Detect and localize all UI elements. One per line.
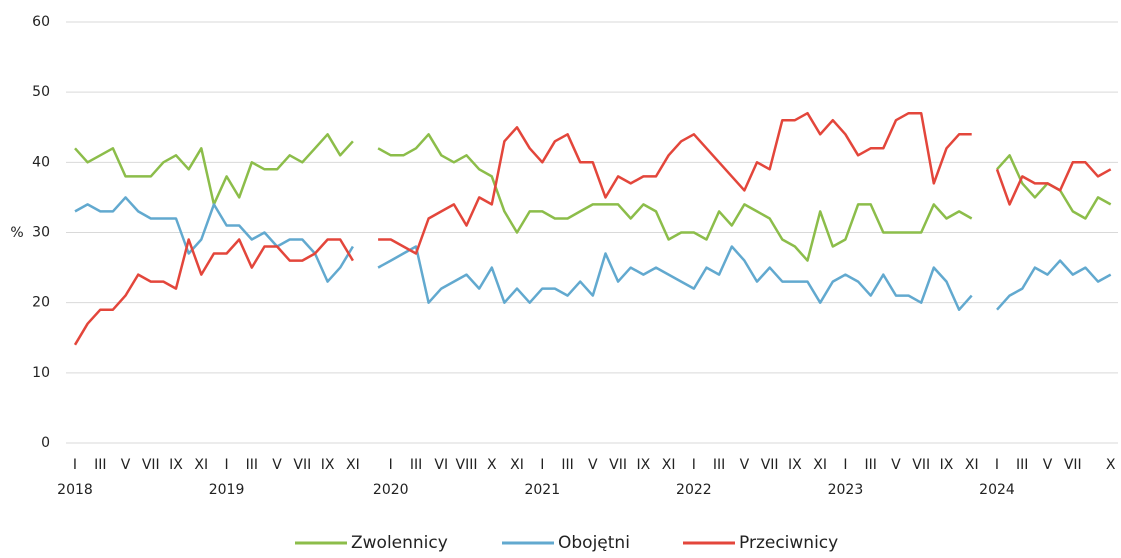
x-tick-label: XI (813, 457, 827, 473)
x-tick-label: IX (321, 457, 335, 473)
x-tick-label: V (891, 457, 901, 473)
x-tick-label: I (995, 457, 999, 473)
x-tick-label: I (224, 457, 228, 473)
x-tick-label: XI (346, 457, 360, 473)
x-tick-label: X (487, 457, 497, 473)
x-tick-label: XI (662, 457, 676, 473)
x-tick-label: VII (761, 457, 779, 473)
y-tick-label: 30 (32, 225, 50, 241)
x-year-label: 2024 (979, 482, 1015, 498)
x-tick-label: X (1106, 457, 1116, 473)
x-tick-label: III (1016, 457, 1028, 473)
x-tick-label: III (713, 457, 725, 473)
legend-label: Obojętni (558, 533, 630, 553)
x-tick-label: III (561, 457, 573, 473)
x-year-label: 2023 (828, 482, 864, 498)
y-tick-label: 10 (32, 365, 50, 381)
x-tick-label: VII (609, 457, 627, 473)
x-year-label: 2020 (373, 482, 409, 498)
x-tick-label: V (272, 457, 282, 473)
x-tick-label: I (843, 457, 847, 473)
x-tick-label: V (121, 457, 131, 473)
x-tick-label: I (389, 457, 393, 473)
x-tick-label: III (410, 457, 422, 473)
x-tick-label: III (94, 457, 106, 473)
y-tick-label: 0 (41, 435, 50, 451)
x-tick-label: VIII (456, 457, 478, 473)
series-line (74, 196, 1112, 311)
x-tick-label: VII (293, 457, 311, 473)
x-tick-label: VII (912, 457, 930, 473)
x-tick-label: I (73, 457, 77, 473)
series-line (73, 111, 1112, 346)
x-tick-label: XI (965, 457, 979, 473)
x-tick-label: VII (1064, 457, 1082, 473)
y-tick-label: 50 (32, 84, 50, 100)
x-tick-label: V (588, 457, 598, 473)
x-tick-label: IX (169, 457, 183, 473)
x-year-label: 2022 (676, 482, 712, 498)
x-tick-label: V (740, 457, 750, 473)
y-tick-label: 40 (32, 154, 50, 170)
legend-label: Zwolennicy (351, 533, 448, 553)
series-line (74, 133, 1112, 262)
x-year-label: 2019 (209, 482, 245, 498)
x-year-label: 2018 (57, 482, 93, 498)
x-tick-label: V (1043, 457, 1053, 473)
x-tick-label: IX (788, 457, 802, 473)
x-tick-label: III (246, 457, 258, 473)
x-tick-label: VI (434, 457, 448, 473)
x-tick-label: III (864, 457, 876, 473)
x-tick-label: XI (510, 457, 524, 473)
x-year-label: 2021 (524, 482, 560, 498)
legend-label: Przeciwnicy (739, 533, 838, 553)
x-tick-label: IX (636, 457, 650, 473)
x-tick-label: IX (940, 457, 954, 473)
x-tick-label: I (540, 457, 544, 473)
x-tick-label: I (692, 457, 696, 473)
x-tick-label: XI (194, 457, 208, 473)
y-axis-label: % (10, 225, 23, 241)
y-tick-label: 60 (32, 14, 50, 30)
x-tick-label: VII (142, 457, 160, 473)
y-tick-label: 20 (32, 295, 50, 311)
